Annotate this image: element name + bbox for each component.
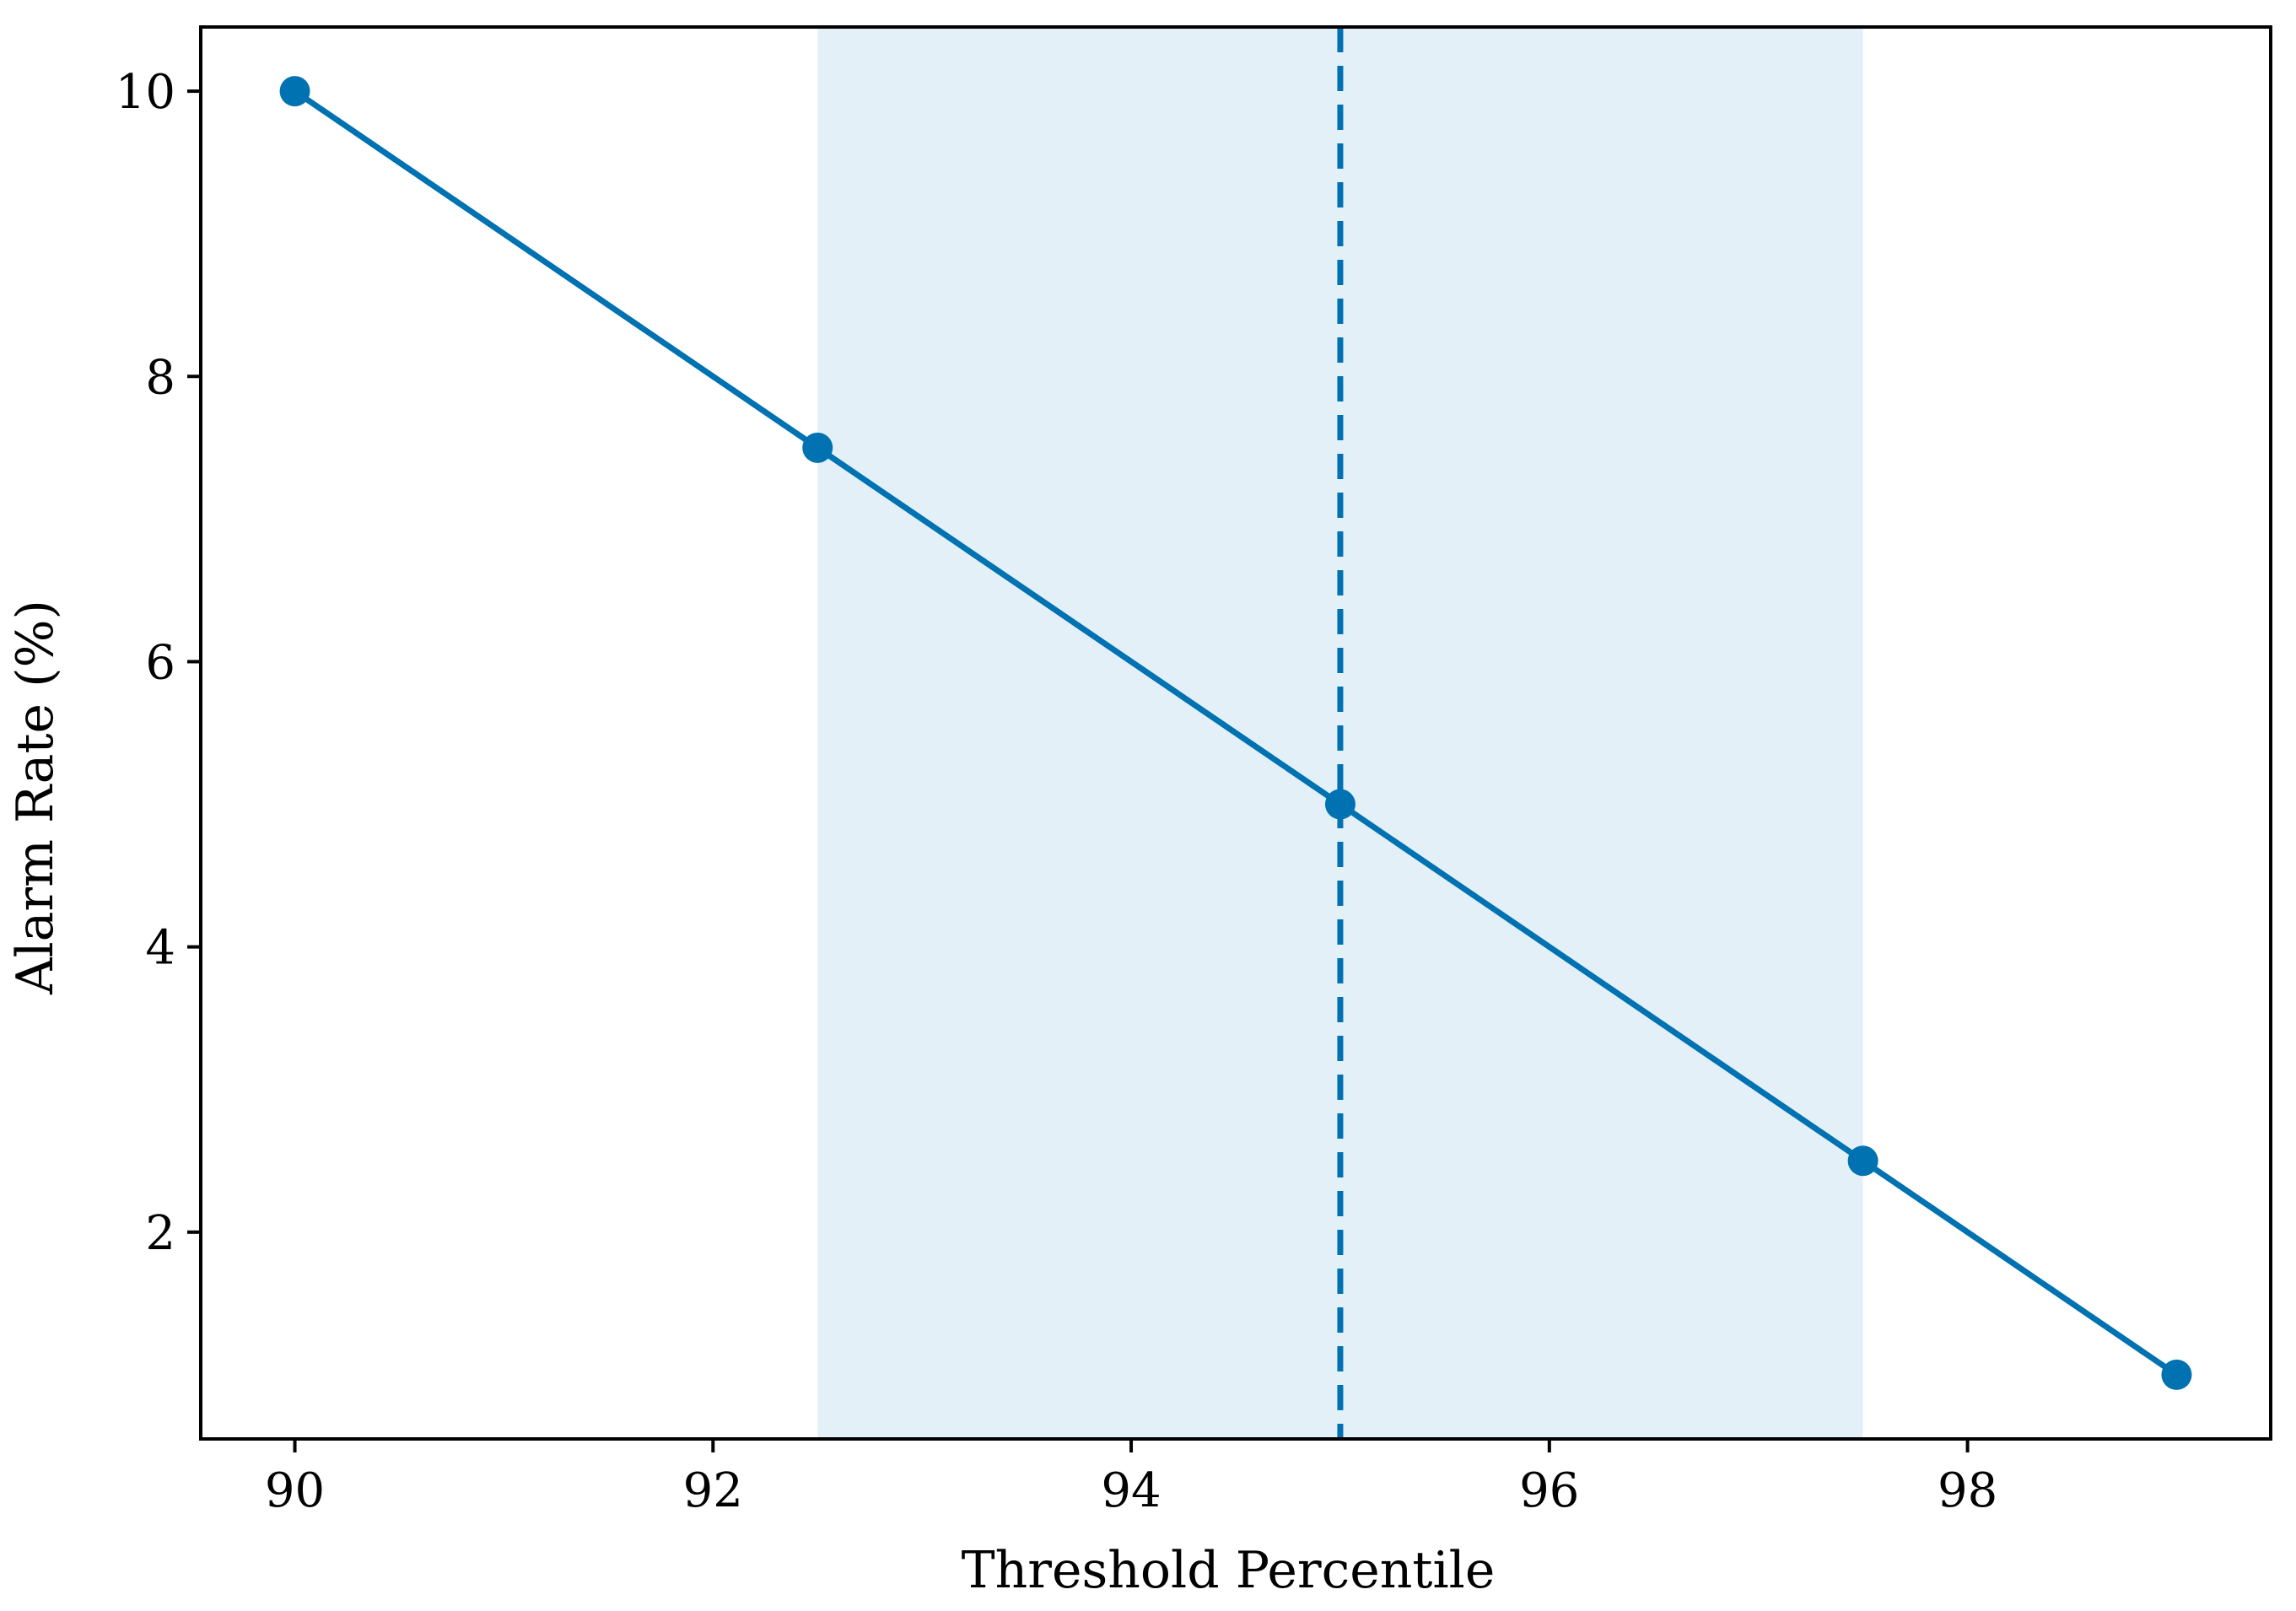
y-tick-label: 2 [145, 1206, 175, 1261]
x-tick-label: 94 [1101, 1463, 1161, 1518]
data-point [802, 432, 833, 463]
data-point [1847, 1145, 1878, 1177]
x-axis-ticks: 90 92 94 96 98 [265, 1439, 1997, 1518]
x-tick-label: 90 [265, 1463, 325, 1518]
y-tick-label: 6 [145, 635, 175, 690]
data-point [2161, 1359, 2192, 1390]
x-tick-label: 92 [683, 1463, 743, 1518]
data-point [1324, 789, 1356, 820]
y-axis-label: Alarm Rate (%) [6, 600, 65, 995]
data-point [279, 76, 310, 107]
plot-area [199, 25, 2272, 1441]
y-tick-label: 10 [116, 65, 175, 120]
y-tick-label: 8 [145, 350, 175, 405]
x-tick-label: 96 [1519, 1463, 1579, 1518]
y-axis-ticks: 2 4 6 8 10 [116, 65, 201, 1261]
x-tick-label: 98 [1938, 1463, 1997, 1518]
plot-frame [199, 25, 2272, 1441]
x-axis-label: Threshold Percentile [962, 1541, 1496, 1600]
y-tick-label: 4 [145, 921, 175, 976]
